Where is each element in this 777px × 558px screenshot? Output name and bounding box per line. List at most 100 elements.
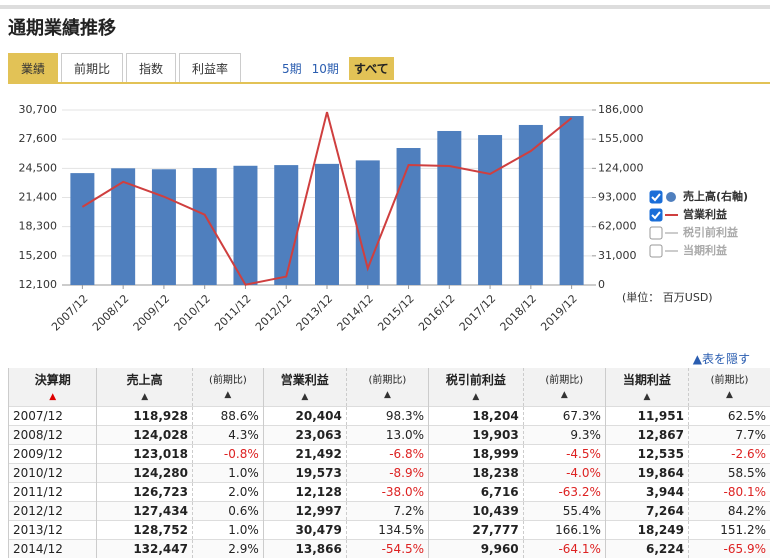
y2-tick-label: 62,000 — [598, 220, 637, 233]
checkbox[interactable] — [650, 191, 662, 203]
table-cell: -63.2% — [523, 483, 605, 502]
bar — [152, 169, 176, 285]
table-cell: 12,997 — [263, 502, 346, 521]
legend-label: 営業利益 — [683, 207, 727, 221]
table-cell: 2009/12 — [9, 445, 97, 464]
column-header[interactable]: 決算期 — [9, 368, 97, 407]
table-cell: -0.8% — [192, 445, 263, 464]
column-header[interactable]: (前期比) — [192, 368, 263, 407]
y2-tick-label: 186,000 — [598, 103, 644, 116]
bar — [233, 166, 257, 285]
bar — [478, 135, 502, 285]
table-cell: -80.1% — [688, 483, 770, 502]
table-cell: 2011/12 — [9, 483, 97, 502]
table-cell: 118,928 — [97, 407, 193, 426]
x-tick-label: 2016/12 — [416, 292, 458, 334]
table-cell: 62.5% — [688, 407, 770, 426]
table-cell: -4.5% — [523, 445, 605, 464]
table-cell: 18,204 — [429, 407, 524, 426]
x-tick-label: 2008/12 — [90, 292, 132, 334]
y2-tick-label: 124,000 — [598, 161, 644, 174]
x-tick-label: 2012/12 — [253, 292, 295, 334]
bar — [560, 116, 584, 285]
chart: 12,10015,20018,30021,40024,50027,60030,7… — [0, 0, 777, 350]
table-cell: 21,492 — [263, 445, 346, 464]
table-cell: 55.4% — [523, 502, 605, 521]
table-cell: 84.2% — [688, 502, 770, 521]
column-header[interactable]: 税引前利益 — [429, 368, 524, 407]
legend-label: 当期利益 — [683, 243, 727, 257]
table-cell: 0.6% — [192, 502, 263, 521]
legend-label: 売上高(右軸) — [683, 189, 748, 203]
checkbox[interactable] — [650, 209, 662, 221]
table-cell: 88.6% — [192, 407, 263, 426]
y2-tick-label: 31,000 — [598, 249, 637, 262]
x-tick-label: 2010/12 — [171, 292, 213, 334]
x-tick-label: 2014/12 — [335, 292, 377, 334]
bar — [437, 131, 461, 285]
legend-swatch — [666, 192, 676, 202]
table-cell: 124,280 — [97, 464, 193, 483]
table-cell: 126,723 — [97, 483, 193, 502]
column-header[interactable]: (前期比) — [346, 368, 428, 407]
column-header[interactable]: 当期利益 — [605, 368, 688, 407]
y-tick-label: 18,300 — [19, 220, 58, 233]
table-cell: 18,249 — [605, 521, 688, 540]
table-cell: 2007/12 — [9, 407, 97, 426]
table-toggle[interactable]: ▲表を隠す — [693, 350, 750, 367]
y-tick-label: 24,500 — [19, 161, 58, 174]
checkbox[interactable] — [650, 245, 662, 257]
y2-tick-label: 0 — [598, 278, 605, 291]
data-table: 決算期売上高(前期比)営業利益(前期比)税引前利益(前期比)当期利益(前期比)2… — [8, 368, 770, 558]
table-cell: -64.1% — [523, 540, 605, 558]
x-tick-label: 2019/12 — [538, 292, 580, 334]
table-cell: -6.8% — [346, 445, 428, 464]
y2-tick-label: 93,000 — [598, 191, 637, 204]
table-cell: 12,128 — [263, 483, 346, 502]
table-cell: 9.3% — [523, 426, 605, 445]
table-cell: 20,404 — [263, 407, 346, 426]
bar — [193, 168, 217, 285]
legend-label: 税引前利益 — [683, 225, 738, 239]
bar — [70, 173, 94, 285]
table-cell: 11,951 — [605, 407, 688, 426]
table-cell: 151.2% — [688, 521, 770, 540]
table-cell: 132,447 — [97, 540, 193, 558]
checkbox[interactable] — [650, 227, 662, 239]
table-cell: 9,960 — [429, 540, 524, 558]
column-header[interactable]: 営業利益 — [263, 368, 346, 407]
table-cell: 6,716 — [429, 483, 524, 502]
table-cell: 67.3% — [523, 407, 605, 426]
column-header[interactable]: 売上高 — [97, 368, 193, 407]
bar — [397, 148, 421, 285]
column-header[interactable]: (前期比) — [523, 368, 605, 407]
table-cell: 18,238 — [429, 464, 524, 483]
bar — [315, 164, 339, 285]
table-cell: 2.0% — [192, 483, 263, 502]
x-tick-label: 2017/12 — [457, 292, 499, 334]
table-cell: 7,264 — [605, 502, 688, 521]
table-cell: 7.7% — [688, 426, 770, 445]
table-cell: 1.0% — [192, 464, 263, 483]
x-tick-label: 2009/12 — [131, 292, 173, 334]
unit-label: (単位： 百万USD) — [622, 290, 713, 304]
y-tick-label: 27,600 — [19, 132, 58, 145]
table-cell: 23,063 — [263, 426, 346, 445]
table-cell: -38.0% — [346, 483, 428, 502]
column-header[interactable]: (前期比) — [688, 368, 770, 407]
bar — [519, 125, 543, 285]
table-cell: 2012/12 — [9, 502, 97, 521]
table-cell: 2.9% — [192, 540, 263, 558]
table-cell: 13,866 — [263, 540, 346, 558]
x-tick-label: 2011/12 — [212, 292, 254, 334]
table-cell: 18,999 — [429, 445, 524, 464]
x-tick-label: 2013/12 — [294, 292, 336, 334]
table-cell: 58.5% — [688, 464, 770, 483]
table-cell: 13.0% — [346, 426, 428, 445]
table-cell: -4.0% — [523, 464, 605, 483]
